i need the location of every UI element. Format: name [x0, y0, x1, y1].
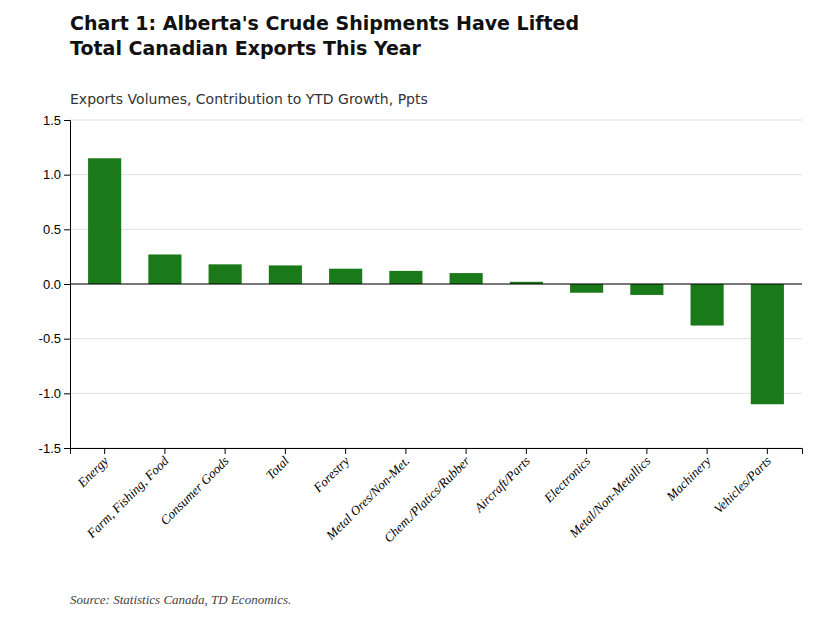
y-tick: 1.0: [43, 167, 70, 182]
x-tick: Farm, Fishing, Food: [83, 448, 172, 542]
bar: [209, 264, 242, 284]
x-axis-line: [71, 449, 803, 455]
plot: -1.5 -1.0 -0.5 0.0 0.5 1.0 1.5 EnergyFarm, Fish…: [39, 113, 803, 546]
source: Source: Statistics Canada, TD Economics.: [70, 592, 291, 607]
x-tick-mark: [586, 448, 587, 454]
x-tick-mark: [285, 448, 286, 454]
y-tick-mark: [64, 284, 70, 285]
y-tick-label: -0.5: [39, 331, 61, 346]
x-tick-label: Forestry: [310, 453, 353, 496]
y-tick-label: 1.0: [43, 167, 61, 182]
x-tick-label: Chem./Platics/Rubber: [381, 453, 474, 546]
y-tick-mark: [64, 229, 70, 230]
y-axis-line: [64, 121, 71, 449]
y-tick-mark: [64, 393, 70, 394]
x-tick-label: Electronics: [540, 453, 593, 506]
y-tick: -1.0: [39, 386, 70, 401]
grid-line: [70, 174, 802, 175]
grid-line: [70, 120, 802, 121]
y-tick-label: 1.5: [43, 113, 61, 128]
bar: [148, 254, 181, 284]
bar: [751, 284, 784, 404]
x-tick-mark: [405, 448, 406, 454]
x-tick-mark: [707, 448, 708, 454]
y-tick: -1.5: [39, 441, 70, 456]
x-tick: Forestry: [310, 448, 353, 496]
y-tick: 0.0: [43, 277, 70, 292]
bars: [88, 158, 784, 404]
x-tick: Consumer Goods: [157, 448, 232, 528]
bar: [269, 265, 302, 284]
y-tick-mark: [64, 120, 70, 121]
x-tick: Machinery: [663, 448, 714, 504]
x-tick: Total: [263, 448, 292, 482]
x-tick-mark: [526, 448, 527, 454]
x-tick: Metal/Non-Metallics: [566, 448, 654, 541]
zero-line: [70, 284, 802, 285]
grid-line: [70, 229, 802, 230]
grid: [70, 120, 802, 448]
x-axis: EnergyFarm, Fishing, FoodConsumer Goods T…: [71, 448, 803, 545]
x-tick-label: Machinery: [663, 453, 714, 504]
y-tick-mark: [64, 448, 70, 449]
x-tick-label: Farm, Fishing, Food: [83, 453, 172, 542]
x-tick-label: Energy: [74, 453, 112, 491]
x-tick-mark: [767, 448, 768, 454]
y-tick: -0.5: [39, 331, 70, 346]
x-tick-mark: [104, 448, 105, 454]
x-tick-label: Consumer Goods: [157, 453, 232, 528]
bar: [329, 269, 362, 284]
grid-line: [70, 338, 802, 339]
grid-line: [70, 393, 802, 394]
x-tick-label: Metal/Non-Metallics: [566, 453, 654, 541]
x-tick-mark: [345, 448, 346, 454]
x-tick: Energy: [74, 448, 112, 491]
title: Chart 1: Alberta's Crude Shipments Have …: [70, 12, 579, 59]
x-tick-label: Aircraft/Parts: [470, 453, 533, 516]
y-tick: 0.5: [43, 222, 70, 237]
bar: [570, 284, 603, 293]
bar: [450, 273, 483, 284]
y-tick-label: -1.5: [39, 441, 61, 456]
y-tick-mark: [64, 175, 70, 176]
x-tick: Aircraft/Parts: [470, 448, 533, 516]
y-tick-label: -1.0: [39, 386, 61, 401]
bar: [389, 271, 422, 284]
x-tick-mark: [466, 448, 467, 454]
chart: Chart 1: Alberta's Crude Shipments Have …: [0, 0, 827, 618]
x-tick: Electronics: [540, 448, 593, 506]
y-tick-mark: [64, 339, 70, 340]
x-tick-mark: [164, 448, 165, 454]
x-tick-mark: [646, 448, 647, 454]
x-tick: Vehicles/Parts: [711, 448, 774, 516]
bar: [88, 158, 121, 284]
x-tick-label: Total: [263, 453, 292, 482]
y-tick-label: 0.5: [43, 222, 61, 237]
bar: [691, 284, 724, 326]
subtitle: Exports Volumes, Contribution to YTD Gro…: [70, 91, 428, 107]
x-tick-mark: [225, 448, 226, 454]
y-tick-label: 0.0: [43, 277, 61, 292]
x-tick-label: Vehicles/Parts: [711, 453, 774, 516]
bar: [630, 284, 663, 295]
y-tick: 1.5: [43, 113, 70, 128]
y-axis: -1.5 -1.0 -0.5 0.0 0.5 1.0 1.5: [39, 113, 71, 456]
grid-line: [70, 284, 802, 285]
x-tick: Chem./Platics/Rubber: [381, 448, 474, 545]
